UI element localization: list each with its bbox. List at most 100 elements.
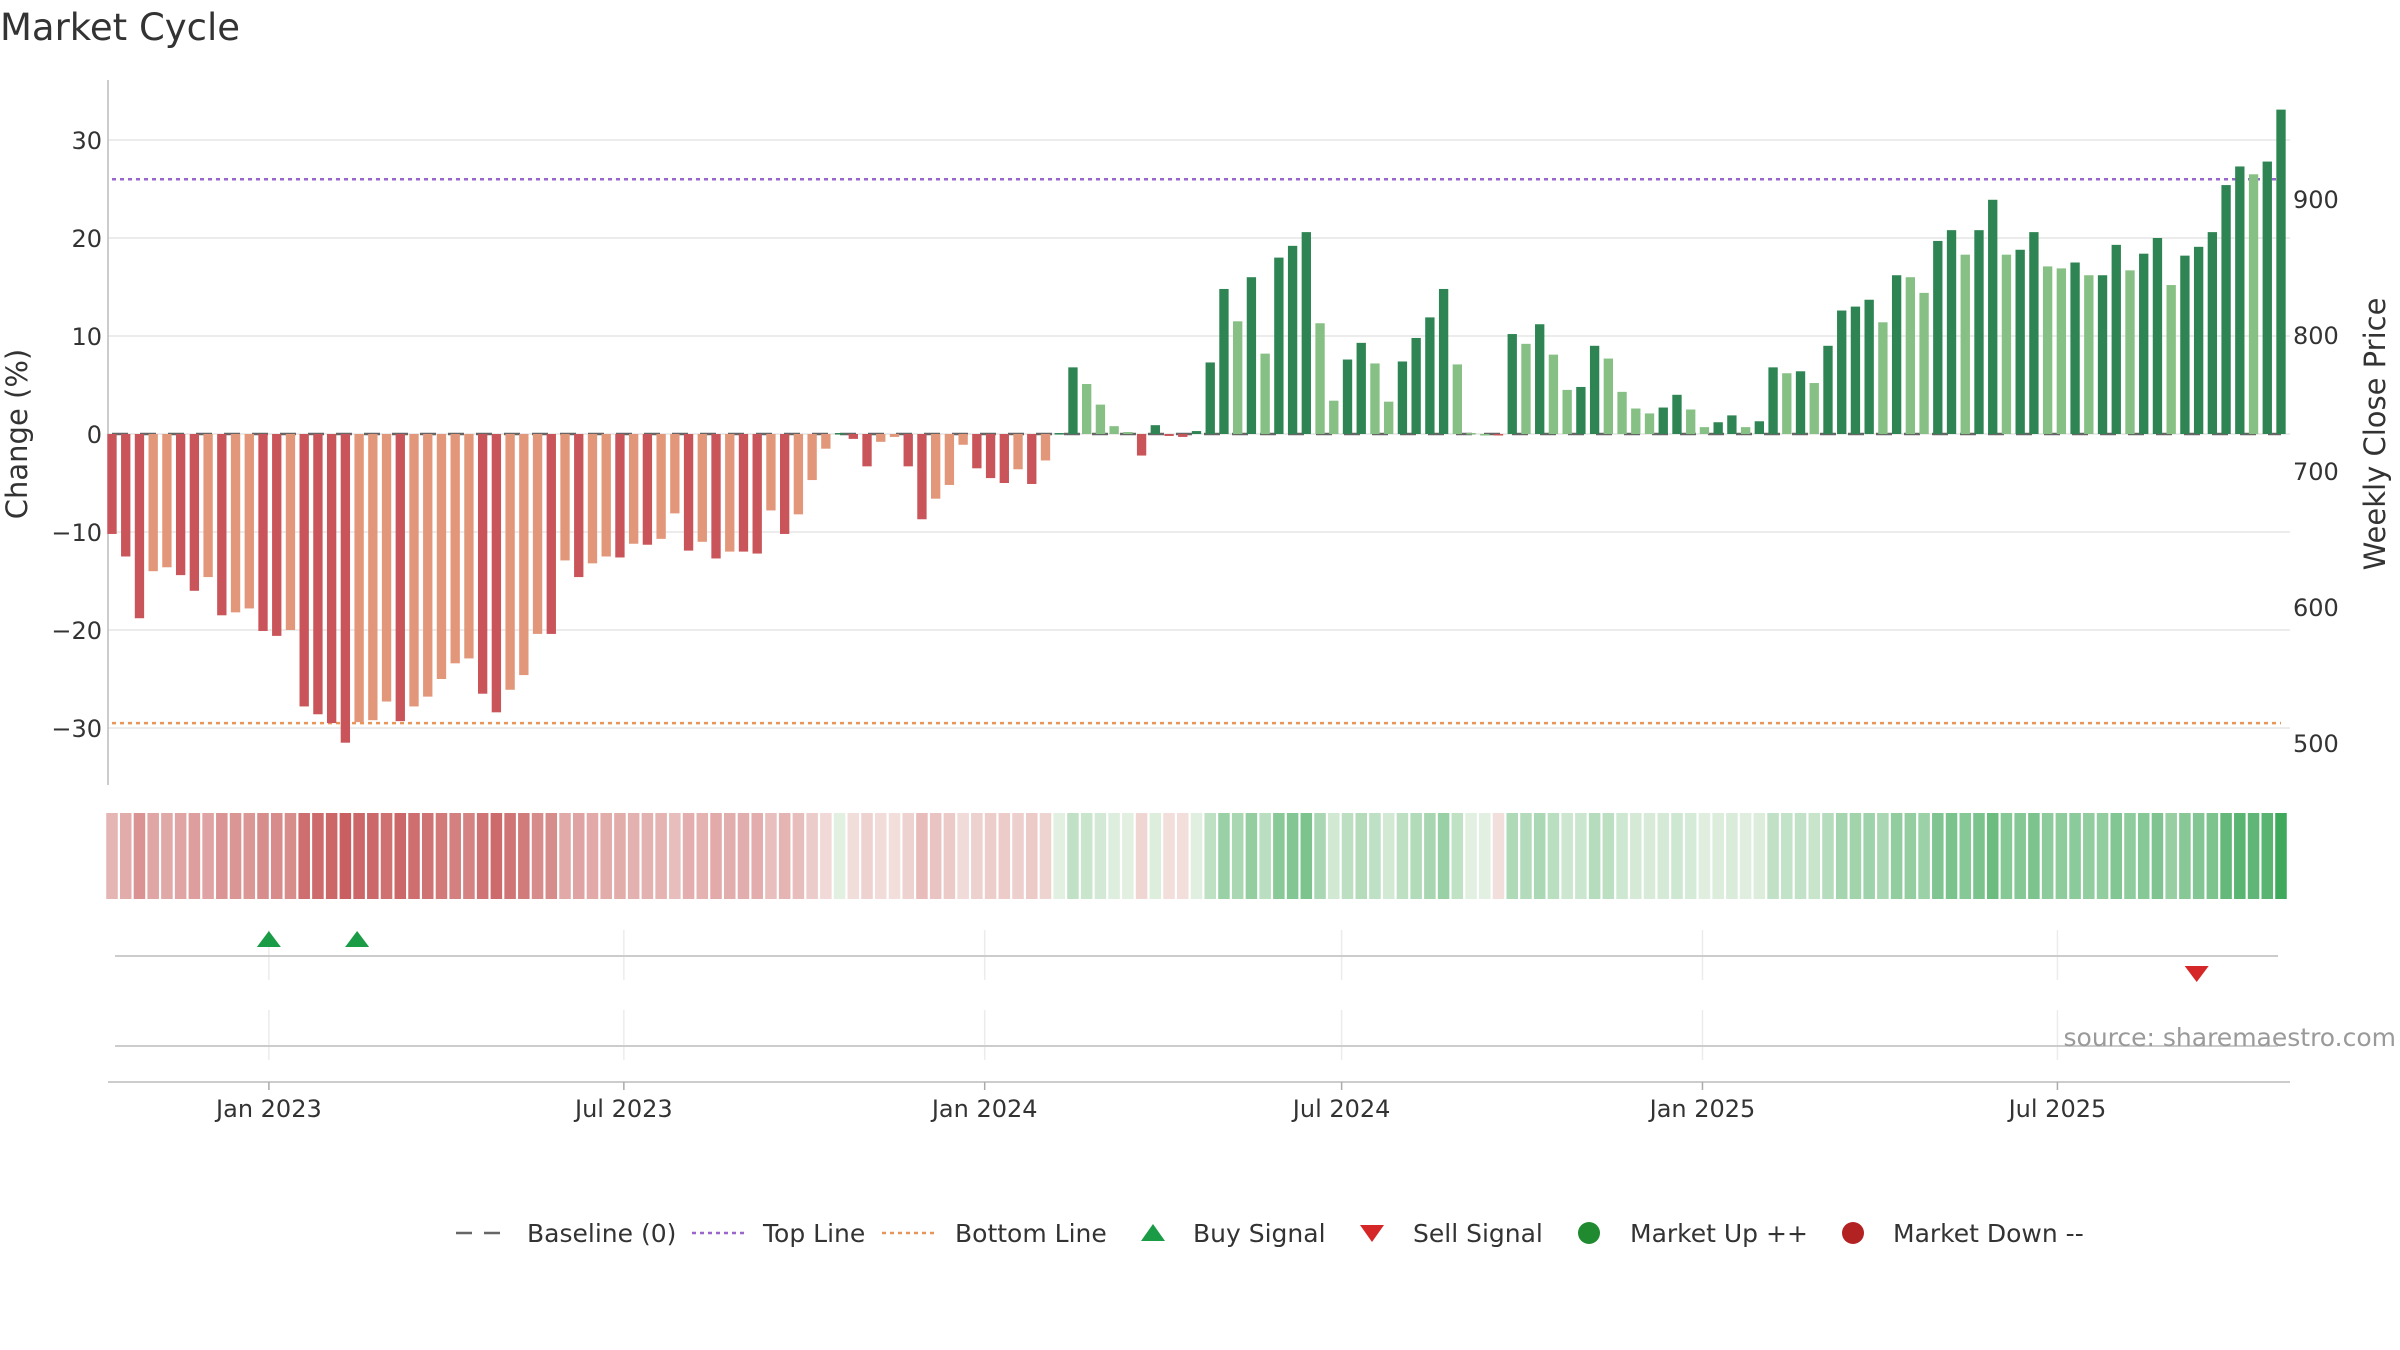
bar bbox=[1287, 245, 1298, 434]
heat-cell bbox=[1890, 813, 1903, 899]
bar bbox=[1068, 367, 1078, 434]
bar bbox=[1603, 358, 1614, 434]
bar bbox=[615, 434, 625, 558]
bar bbox=[1027, 434, 1037, 484]
heat-cell bbox=[1808, 813, 1821, 899]
bar bbox=[2207, 232, 2218, 434]
heat-cell bbox=[257, 813, 269, 899]
heat-cell bbox=[2124, 813, 2136, 899]
bar bbox=[1713, 422, 1723, 434]
heat-cell bbox=[1904, 813, 1917, 899]
legend-symbol bbox=[1842, 1222, 1864, 1244]
bar bbox=[2029, 232, 2039, 434]
bar bbox=[2139, 253, 2149, 434]
y2-axis-title: Weekly Close Price bbox=[2358, 298, 2392, 571]
heat-cell bbox=[518, 813, 530, 899]
heat-cell bbox=[1561, 813, 1573, 899]
heat-cell bbox=[572, 813, 585, 899]
heat-cell bbox=[2247, 813, 2260, 899]
heat-cell bbox=[380, 813, 393, 899]
bar bbox=[670, 434, 680, 514]
heat-cell bbox=[1218, 813, 1230, 899]
bar bbox=[436, 434, 447, 679]
bar bbox=[326, 434, 337, 724]
heat-cell bbox=[847, 813, 860, 899]
bar bbox=[793, 434, 804, 515]
bar bbox=[725, 434, 735, 552]
heat-cell bbox=[874, 813, 887, 899]
heat-cell bbox=[188, 813, 201, 899]
heat-cell bbox=[1355, 813, 1367, 899]
bar bbox=[1589, 345, 1600, 434]
heat-cell bbox=[1300, 813, 1313, 899]
heat-cell bbox=[600, 813, 612, 899]
bar bbox=[423, 434, 433, 697]
heat-cell bbox=[2096, 813, 2109, 899]
bar bbox=[340, 434, 351, 743]
heat-cell bbox=[1602, 813, 1615, 899]
heat-cell bbox=[1520, 813, 1532, 899]
heat-cell bbox=[531, 813, 544, 899]
y-tick-label: 10 bbox=[71, 323, 102, 351]
bar bbox=[1740, 427, 1751, 434]
heat-cell bbox=[1177, 813, 1189, 899]
heat-cell bbox=[2014, 813, 2026, 899]
bar bbox=[1576, 386, 1586, 434]
bar bbox=[601, 434, 611, 557]
legend-symbol bbox=[1360, 1225, 1384, 1242]
signals-panel bbox=[115, 930, 2278, 1060]
legend-item: Sell Signal bbox=[1360, 1219, 1543, 1248]
bar bbox=[1548, 354, 1559, 434]
legend-item: Bottom Line bbox=[882, 1219, 1107, 1248]
bar bbox=[985, 434, 996, 479]
heat-cell bbox=[1506, 813, 1519, 899]
heat-cell bbox=[174, 813, 187, 899]
bar bbox=[1123, 432, 1133, 434]
legend-label: Top Line bbox=[762, 1219, 865, 1248]
bar bbox=[642, 434, 653, 545]
heat-cell bbox=[737, 813, 750, 899]
bar bbox=[2097, 275, 2108, 434]
bar bbox=[1686, 409, 1696, 434]
heat-cell bbox=[353, 813, 365, 899]
bar bbox=[628, 434, 639, 544]
bar bbox=[1082, 384, 1092, 434]
legend-label: Baseline (0) bbox=[527, 1219, 676, 1248]
x-tick-label: Jan 2023 bbox=[214, 1095, 322, 1123]
heat-cell bbox=[243, 813, 256, 899]
bar bbox=[1246, 277, 1257, 434]
bar bbox=[1178, 434, 1188, 437]
bar bbox=[354, 434, 364, 723]
heat-cell bbox=[1437, 813, 1450, 899]
heat-cell bbox=[133, 813, 146, 899]
sell-signal-marker bbox=[2184, 966, 2209, 982]
bar bbox=[1864, 299, 1874, 434]
heat-cell bbox=[1231, 813, 1244, 899]
heat-cell bbox=[2206, 813, 2219, 899]
heat-cell bbox=[1286, 813, 1299, 899]
legend-label: Market Down -- bbox=[1893, 1219, 2084, 1248]
heat-cell bbox=[270, 813, 283, 899]
bar bbox=[1754, 421, 1765, 434]
bar bbox=[217, 434, 227, 616]
bar bbox=[2276, 109, 2286, 435]
y-tick-label: 0 bbox=[87, 421, 102, 449]
bar bbox=[175, 434, 186, 576]
legend-label: Market Up ++ bbox=[1630, 1219, 1808, 1248]
heat-cell bbox=[119, 813, 132, 899]
heat-cell bbox=[1396, 813, 1409, 899]
heat-cell bbox=[1877, 813, 1889, 899]
bar bbox=[1919, 292, 1929, 434]
legend-item: Baseline (0) bbox=[456, 1219, 676, 1248]
y-tick-label: −20 bbox=[51, 617, 102, 645]
bar bbox=[1164, 434, 1174, 436]
bar bbox=[1933, 240, 1943, 434]
heat-cell bbox=[559, 813, 571, 899]
bar bbox=[2111, 244, 2121, 434]
heat-cell bbox=[1204, 813, 1216, 899]
bar bbox=[1205, 362, 1215, 434]
bar bbox=[862, 434, 872, 467]
heat-cell bbox=[929, 813, 942, 899]
heat-cell bbox=[1080, 813, 1093, 899]
heat-cell bbox=[943, 813, 956, 899]
